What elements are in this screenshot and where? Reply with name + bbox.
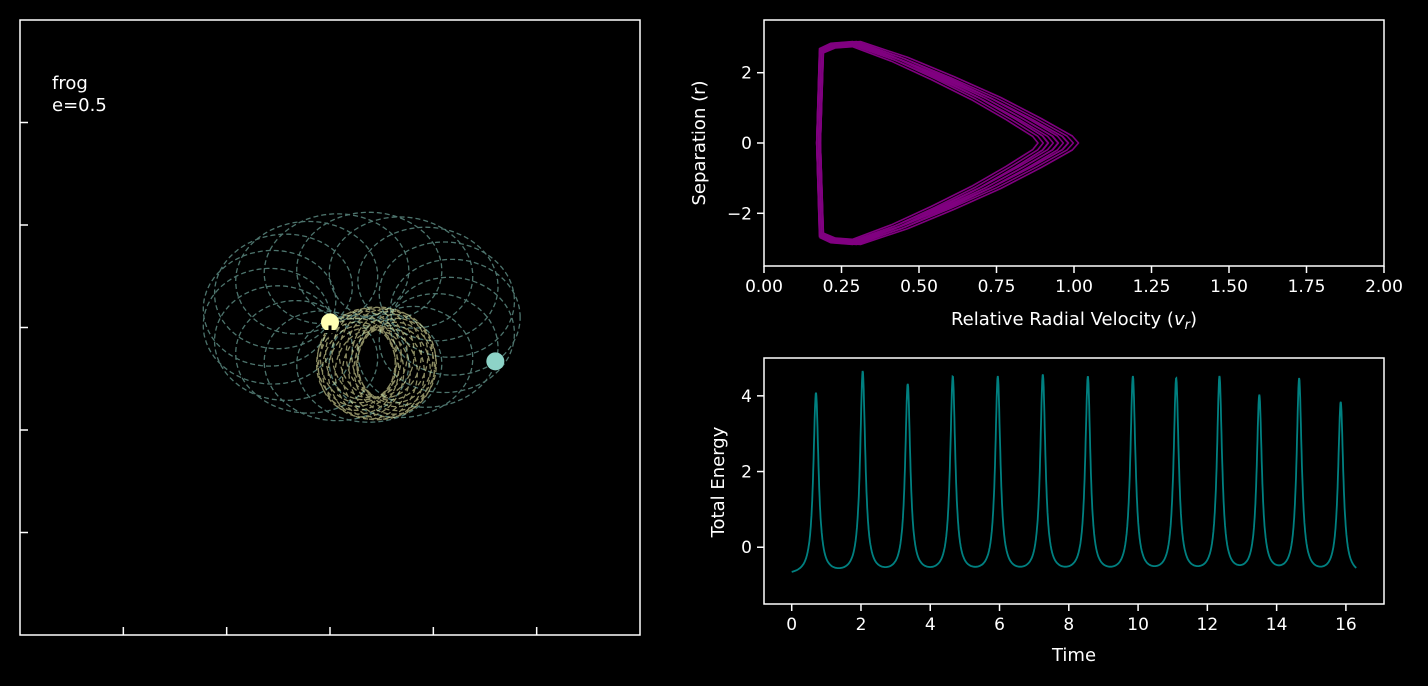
energy-line — [791, 370, 1357, 573]
phase-panel: 0.00 0.25 0.50 0.75 1.00 1.25 1.50 1.75 2.00 −2 0 2… — [689, 19, 1403, 333]
phase-xtick-label: 1.00 — [1055, 277, 1093, 297]
phase-xlabel-sub: r — [1185, 318, 1192, 333]
phase-xtick-label: 1.75 — [1288, 277, 1326, 297]
energy-ytick-label: 0 — [741, 538, 752, 558]
phase-ytick-label: 0 — [741, 134, 752, 154]
phase-curves — [815, 40, 1080, 246]
energy-xtick-label: 10 — [1127, 615, 1149, 635]
phase-xlabel: Relative Radial Velocity (vr) — [951, 309, 1197, 333]
energy-xtick-label: 12 — [1197, 615, 1219, 635]
energy-ytick-label: 4 — [741, 387, 752, 407]
orbit-body — [486, 352, 505, 371]
phase-xtick-label: 0.75 — [978, 277, 1016, 297]
phase-xtick-label: 2.00 — [1365, 277, 1403, 297]
energy-frame — [763, 357, 1385, 605]
phase-xlabel-main: Relative Radial Velocity ( — [951, 309, 1174, 330]
energy-ylabel: Total Energy — [708, 426, 729, 538]
annotation-method: frog — [52, 73, 88, 94]
energy-xtick-label: 2 — [856, 615, 867, 635]
orbit-panel: frog e=0.5 — [19, 19, 641, 636]
phase-trajectory — [819, 40, 1080, 246]
energy-xtick-label: 8 — [1063, 615, 1074, 635]
phase-ylabel: Separation (r) — [689, 80, 710, 205]
orbit-bodies — [321, 313, 505, 371]
orbit-trail — [315, 306, 437, 421]
phase-ytick-label: 2 — [741, 64, 752, 84]
energy-xtick-label: 16 — [1335, 615, 1357, 635]
phase-xlabel-var: v — [1174, 309, 1185, 330]
phase-ticks: 0.00 0.25 0.50 0.75 1.00 1.25 1.50 1.75 2.00 −2 0 2 — [727, 64, 1403, 297]
energy-xtick-label: 4 — [925, 615, 936, 635]
energy-curve — [791, 370, 1357, 573]
phase-xtick-label: 0.00 — [745, 277, 783, 297]
phase-xtick-label: 0.50 — [900, 277, 938, 297]
energy-xtick-label: 6 — [994, 615, 1005, 635]
orbit-body — [321, 313, 339, 332]
phase-xtick-label: 1.25 — [1133, 277, 1171, 297]
energy-panel: 0 2 4 6 8 10 12 14 16 0 2 4 Time Total Energy — [708, 357, 1385, 666]
annotation-eccentricity: e=0.5 — [52, 95, 107, 116]
orbit-ticks — [20, 121, 538, 635]
energy-ytick-label: 2 — [741, 463, 752, 483]
energy-xlabel: Time — [1051, 645, 1096, 666]
energy-xtick-label: 0 — [786, 615, 797, 635]
phase-xtick-label: 1.50 — [1210, 277, 1248, 297]
phase-ytick-label: −2 — [727, 204, 752, 224]
phase-xlabel-close: ) — [1190, 309, 1197, 330]
energy-ticks: 0 2 4 6 8 10 12 14 16 0 2 4 — [741, 387, 1357, 635]
phase-xtick-label: 0.25 — [823, 277, 861, 297]
energy-xtick-label: 14 — [1266, 615, 1288, 635]
